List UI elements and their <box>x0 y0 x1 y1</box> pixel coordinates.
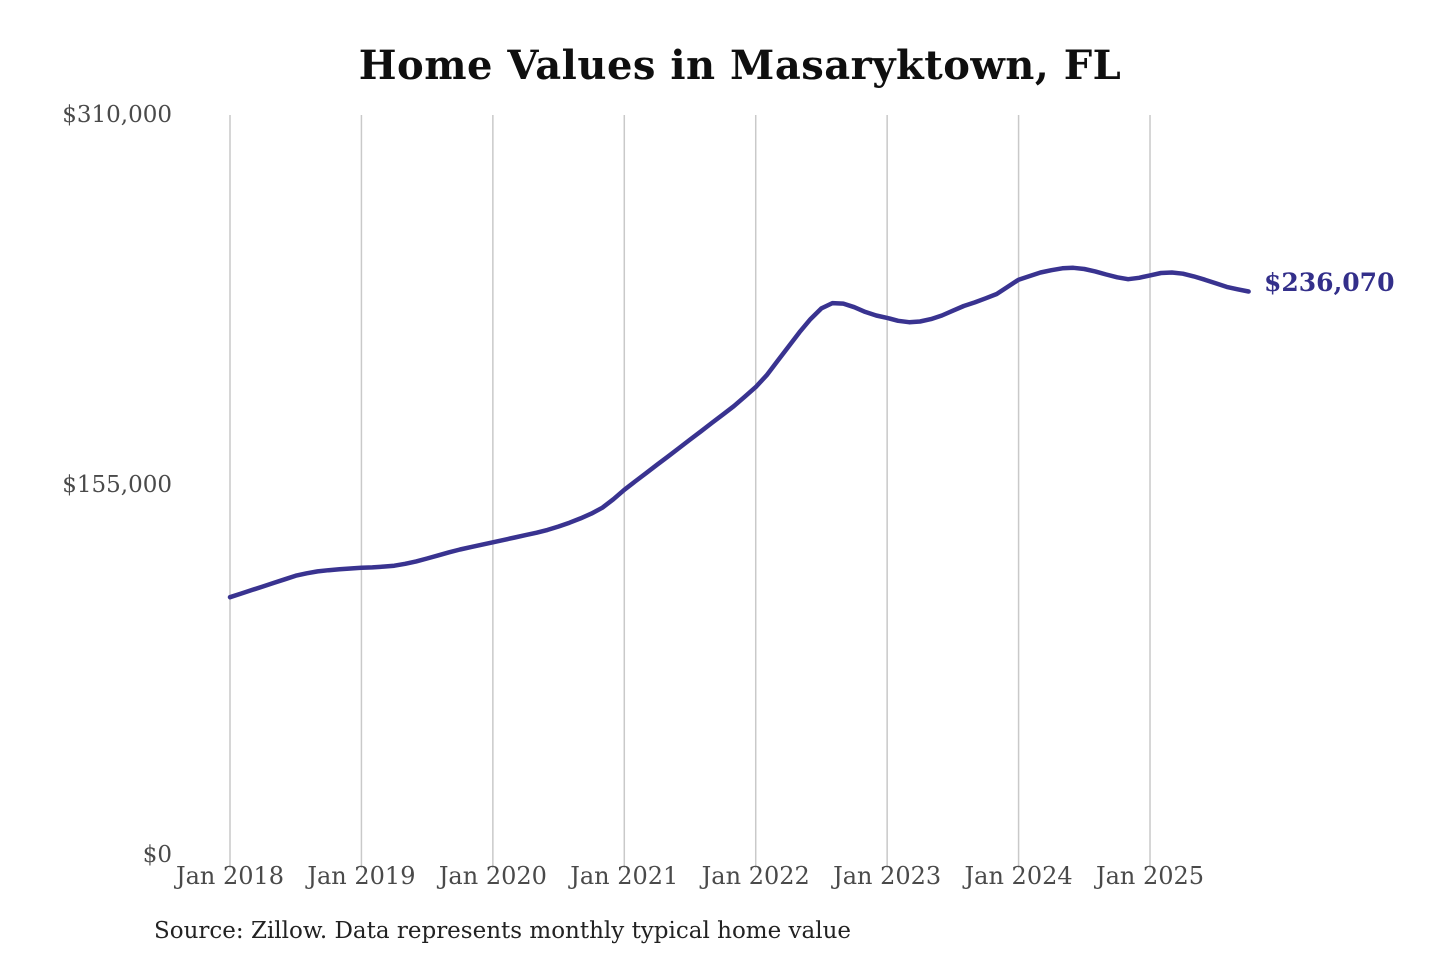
vertical-gridlines <box>229 115 1151 868</box>
chart-title: Home Values in Masaryktown, FL <box>358 42 1122 89</box>
x-tick-label: Jan 2019 <box>307 862 416 890</box>
y-tick-label: $0 <box>142 842 172 868</box>
home-value-line-series <box>227 265 1251 600</box>
source-note: Source: Zillow. Data represents monthly … <box>154 918 852 944</box>
x-tick-label: Jan 2018 <box>175 862 285 890</box>
x-tick-label: Jan 2022 <box>701 862 810 890</box>
x-tick-label: Jan 2023 <box>833 862 942 890</box>
latest-value-label: $236,070 <box>1264 268 1395 297</box>
x-tick-label: Jan 2020 <box>438 862 547 890</box>
y-tick-label: $155,000 <box>62 472 172 498</box>
x-tick-label: Jan 2025 <box>1095 862 1205 890</box>
y-tick-label: $310,000 <box>62 102 172 128</box>
x-tick-label: Jan 2024 <box>964 862 1073 890</box>
x-tick-label: Jan 2021 <box>570 862 679 890</box>
